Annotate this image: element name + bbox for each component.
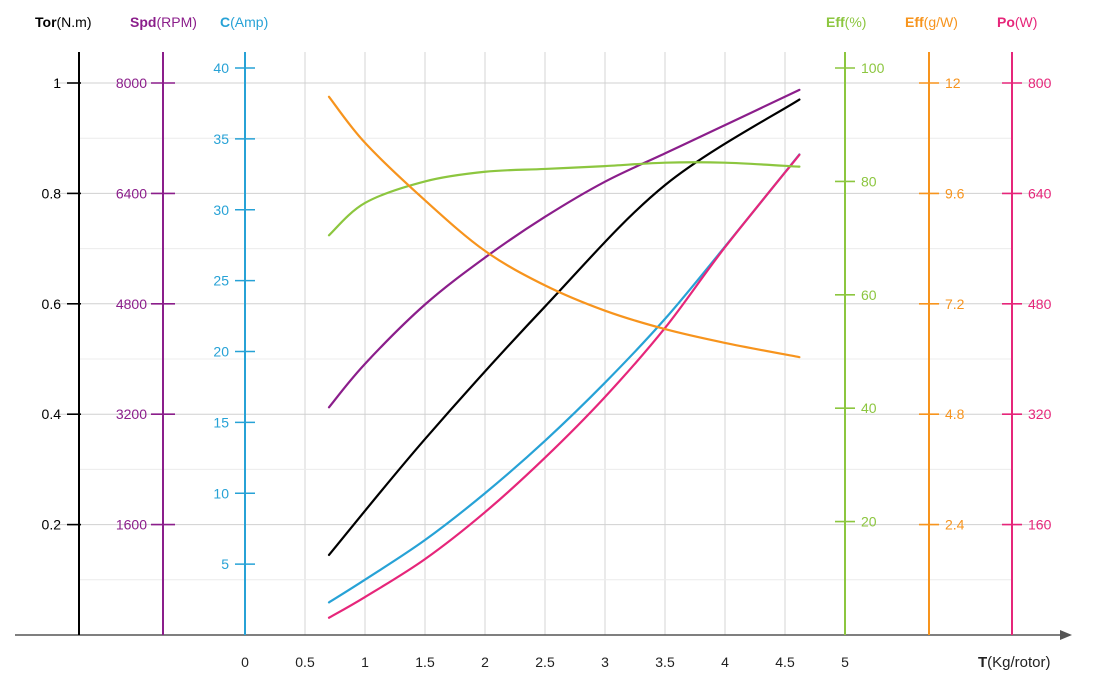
- x-tick-label: 2: [481, 654, 489, 670]
- effp-tick-label: 80: [861, 173, 877, 189]
- x-tick-label: 0.5: [295, 654, 315, 670]
- cur-tick-label: 40: [213, 60, 229, 76]
- series-line-output-power: [327, 153, 801, 619]
- series-line-efficiency-g-w: [327, 95, 801, 359]
- axis-labels: 0 0.5 1 1.5 2 2.5 3 3.5 4 4.5 5 T(Kg/rotor) 0.2 0.4 0.…: [35, 14, 1052, 671]
- cur-tick-label: 35: [213, 131, 229, 147]
- series-line-current: [327, 153, 801, 604]
- series-line-efficiency: [327, 161, 801, 237]
- effg-axis-title-bold: Eff: [905, 14, 924, 30]
- x-axis-title: T(Kg/rotor): [978, 654, 1051, 671]
- po-axis-title-bold: Po: [997, 14, 1015, 30]
- cur-tick-label: 20: [213, 344, 229, 360]
- effp-tick-label: 20: [861, 514, 877, 530]
- effp-axis-title-bold: Eff: [826, 14, 845, 30]
- x-tick-label: 4: [721, 654, 729, 670]
- effg-tick-label: 2.4: [945, 517, 965, 533]
- x-tick-label: 1.5: [415, 654, 435, 670]
- x-tick-label: 3: [601, 654, 609, 670]
- spd-tick-label: 8000: [116, 75, 147, 91]
- effp-tick-label: 40: [861, 400, 877, 416]
- po-tick-label: 640: [1028, 185, 1052, 201]
- cur-axis-title-unit: (Amp): [230, 14, 268, 30]
- po-tick-label: 160: [1028, 517, 1052, 533]
- effp-axis-title-unit: (%): [845, 14, 867, 30]
- po-tick-label: 320: [1028, 406, 1052, 422]
- spd-tick-label: 6400: [116, 185, 147, 201]
- spd-tick-label: 4800: [116, 296, 147, 312]
- spd-tick-label: 1600: [116, 517, 147, 533]
- x-tick-label: 4.5: [775, 654, 795, 670]
- effg-axis-title: Eff(g/W): [905, 14, 958, 30]
- tor-axis-title-bold: Tor: [35, 14, 57, 30]
- tor-tick-label: 0.6: [42, 296, 62, 312]
- tor-tick-label: 0.2: [42, 517, 62, 533]
- effg-axis-title-unit: (g/W): [924, 14, 958, 30]
- effg-tick-label: 9.6: [945, 185, 965, 201]
- effg-tick-label: 7.2: [945, 296, 965, 312]
- effg-tick-label: 12: [945, 75, 961, 91]
- grid: [55, 52, 1050, 635]
- spd-axis-title-bold: Spd: [130, 14, 156, 30]
- po-axis-title: Po(W): [997, 14, 1037, 30]
- spd-axis-title-unit: (RPM): [156, 14, 196, 30]
- cur-tick-label: 15: [213, 414, 229, 430]
- x-tick-label: 2.5: [535, 654, 555, 670]
- axes: [15, 52, 1072, 640]
- cur-tick-label: 5: [221, 556, 229, 572]
- tor-axis-title: Tor(N.m): [35, 14, 92, 30]
- cur-tick-label: 30: [213, 202, 229, 218]
- po-tick-label: 800: [1028, 75, 1052, 91]
- spd-axis-title: Spd(RPM): [130, 14, 197, 30]
- tor-axis-title-unit: (N.m): [57, 14, 92, 30]
- po-tick-label: 480: [1028, 296, 1052, 312]
- series-line-speed: [327, 88, 801, 409]
- x-tick-label: 5: [841, 654, 849, 670]
- po-axis-title-unit: (W): [1015, 14, 1038, 30]
- cur-tick-label: 10: [213, 485, 229, 501]
- cur-tick-label: 25: [213, 273, 229, 289]
- x-tick-label: 3.5: [655, 654, 675, 670]
- tor-tick-label: 0.4: [42, 406, 62, 422]
- tor-tick-label: 0.8: [42, 185, 62, 201]
- effp-axis-title: Eff(%): [826, 14, 866, 30]
- x-tick-label: 0: [241, 654, 249, 670]
- tor-tick-label: 1: [53, 75, 61, 91]
- cur-axis-title-bold: C: [220, 14, 230, 30]
- x-axis-title-unit: (Kg/rotor): [987, 654, 1050, 671]
- effp-tick-label: 100: [861, 60, 885, 76]
- effg-tick-label: 4.8: [945, 406, 965, 422]
- spd-tick-label: 3200: [116, 406, 147, 422]
- series: [327, 88, 801, 619]
- cur-axis-title: C(Amp): [220, 14, 268, 30]
- x-tick-label: 1: [361, 654, 369, 670]
- effp-tick-label: 60: [861, 287, 877, 303]
- series-line-torque: [327, 98, 801, 557]
- x-axis-title-bold: T: [978, 654, 987, 671]
